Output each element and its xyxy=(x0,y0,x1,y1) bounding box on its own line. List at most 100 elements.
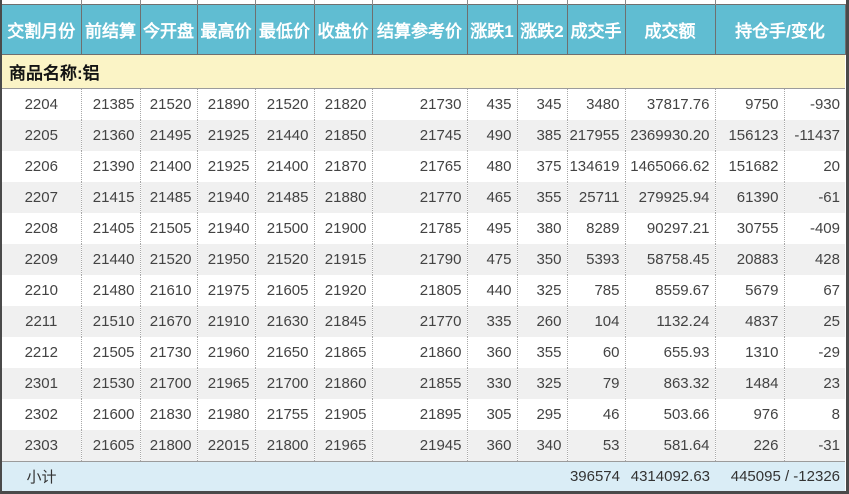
cell-value: 21385 xyxy=(81,88,141,120)
cell-value: 61390 xyxy=(715,182,785,213)
cell-value: 134619 xyxy=(567,151,626,182)
header-low: 最低价 xyxy=(255,4,315,55)
cell-value: 21785 xyxy=(372,213,468,244)
cell-value: 21400 xyxy=(140,151,198,182)
subtotal-empty-cell xyxy=(197,461,255,491)
cell-value: 21390 xyxy=(81,151,141,182)
subtotal-volume-total: 396574 xyxy=(567,461,625,491)
cell-value: 21360 xyxy=(81,120,141,151)
cell-value: 655.93 xyxy=(625,337,716,368)
cell-value: 21920 xyxy=(314,275,373,306)
table-row: 2208 21405 21505 21940 21500 21900 21785 495 380… xyxy=(2,213,845,244)
cell-value: 9750 xyxy=(715,88,785,120)
commodity-name-label: 商品名称:铝 xyxy=(2,54,845,89)
cell-value: 21790 xyxy=(372,244,468,275)
cell-value: 495 xyxy=(467,213,518,244)
cell-value: 151682 xyxy=(715,151,785,182)
cell-value: 226 xyxy=(715,430,785,462)
cell-value: 21850 xyxy=(314,120,373,151)
cell-delivery-month: 2211 xyxy=(2,306,82,337)
table-row: 2303 21605 21800 22015 21800 21965 21945 360 340… xyxy=(2,430,845,462)
cell-value: 21730 xyxy=(372,88,468,120)
cell-value: 335 xyxy=(467,306,518,337)
cell-value: 3480 xyxy=(567,88,626,120)
subtotal-empty-cell xyxy=(81,461,140,491)
cell-value: 305 xyxy=(467,399,518,430)
cell-value: 465 xyxy=(467,182,518,213)
cell-value: 217955 xyxy=(567,120,626,151)
cell-value: 20 xyxy=(823,158,840,175)
cell-value: 21440 xyxy=(255,120,315,151)
cell-value: 21830 xyxy=(140,399,198,430)
cell-value: 21650 xyxy=(255,337,315,368)
subtotal-empty-cell xyxy=(255,461,314,491)
cell-value: 21910 xyxy=(197,306,256,337)
cell-value: 503.66 xyxy=(625,399,716,430)
cell-delivery-month: 2301 xyxy=(2,368,82,399)
cell-value: 21945 xyxy=(372,430,468,462)
cell-value: 21505 xyxy=(81,337,141,368)
cell-value: 21755 xyxy=(255,399,315,430)
subtotal-empty-cell xyxy=(467,461,517,491)
header-turnover: 成交额 xyxy=(625,4,716,55)
cell-value: 21765 xyxy=(372,151,468,182)
cell-value: 355 xyxy=(517,337,568,368)
cell-value: 21770 xyxy=(372,306,468,337)
cell-value: 380 xyxy=(517,213,568,244)
cell-value: 37817.76 xyxy=(625,88,716,120)
header-open: 今开盘 xyxy=(140,4,198,55)
subtotal-empty-cell xyxy=(140,461,197,491)
header-prev-settlement: 前结算 xyxy=(81,4,141,55)
subtotal-empty-cell xyxy=(314,461,372,491)
cell-value: 21960 xyxy=(197,337,256,368)
cell-value: 156123 xyxy=(715,120,785,151)
cell-value: 355 xyxy=(517,182,568,213)
cell-delivery-month: 2208 xyxy=(2,213,82,244)
table-row: 2210 21480 21610 21975 21605 21920 21805 440 325… xyxy=(2,275,845,306)
cell-value: 21890 xyxy=(197,88,256,120)
cell-value: 21800 xyxy=(255,430,315,462)
cell-value: 21905 xyxy=(314,399,373,430)
cell-value: 21950 xyxy=(197,244,256,275)
cell-value: 340 xyxy=(517,430,568,462)
cell-value: 350 xyxy=(517,244,568,275)
cell-value: 490 xyxy=(467,120,518,151)
cell-value: 21800 xyxy=(140,430,198,462)
cell-value: 21600 xyxy=(81,399,141,430)
table-row: 2211 21510 21670 21910 21630 21845 21770 335 260… xyxy=(2,306,845,337)
cell-value: 8289 xyxy=(567,213,626,244)
cell-value: 21940 xyxy=(197,182,256,213)
cell-value: 260 xyxy=(517,306,568,337)
cell-value: 20883 xyxy=(715,244,785,275)
cell-value: 21925 xyxy=(197,120,256,151)
cell-value: 21520 xyxy=(140,88,198,120)
cell-value: 21415 xyxy=(81,182,141,213)
cell-value: 104 xyxy=(567,306,626,337)
cell-value: 21480 xyxy=(81,275,141,306)
cell-value: 325 xyxy=(517,368,568,399)
subtotal-turnover-total: 4314092.63 xyxy=(625,461,715,491)
subtotal-open-interest-total: 445095 / -12326 xyxy=(715,461,845,491)
table-row: 2212 21505 21730 21960 21650 21865 21860 360 355… xyxy=(2,337,845,368)
table-row: 2301 21530 21700 21965 21700 21860 21855 330 325… xyxy=(2,368,845,399)
header-close: 收盘价 xyxy=(314,4,373,55)
cell-value: 21520 xyxy=(255,244,315,275)
table-body: 2204 21385 21520 21890 21520 21820 21730 435 345… xyxy=(2,88,845,462)
cell-value: 25 xyxy=(784,306,845,337)
cell-value: 21610 xyxy=(140,275,198,306)
cell-value: 21940 xyxy=(197,213,256,244)
cell-value: 21485 xyxy=(255,182,315,213)
cell-value: 21440 xyxy=(81,244,141,275)
cell-value: 21630 xyxy=(255,306,315,337)
cell-delivery-month: 2207 xyxy=(2,182,82,213)
cell-value: 79 xyxy=(567,368,626,399)
cell-value: 5679 xyxy=(715,275,785,306)
cell-value: 1310 xyxy=(715,337,785,368)
cell-value: 21870 xyxy=(314,151,373,182)
top-cutoff-row xyxy=(2,0,845,5)
cell-value: 863.32 xyxy=(625,368,716,399)
cell-value: 21865 xyxy=(314,337,373,368)
